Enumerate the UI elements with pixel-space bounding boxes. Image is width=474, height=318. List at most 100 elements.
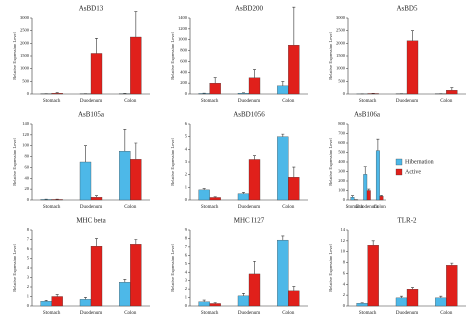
bar	[406, 40, 419, 95]
y-tick-label: 2000	[20, 40, 30, 45]
bar	[198, 301, 210, 307]
x-tick-label: Stomach	[346, 205, 364, 210]
y-tick-label: 10	[341, 249, 346, 254]
error-bar	[399, 295, 403, 298]
x-tick-label: Stomach	[359, 311, 377, 316]
x-tick-label: Colon	[282, 311, 295, 316]
error-bar	[95, 37, 99, 54]
x-tick-label: Colon	[124, 205, 137, 210]
error-bar	[450, 262, 454, 266]
error-bar	[213, 302, 217, 304]
y-tick-label: 3	[185, 278, 188, 283]
chart-title: AsBD5	[396, 5, 418, 13]
bar	[40, 199, 52, 201]
bar	[237, 193, 250, 201]
x-tick-label: Colon	[124, 311, 137, 316]
y-axis-label: Relative Expression Level	[328, 138, 333, 186]
y-tick-label: 60	[25, 164, 30, 169]
bar	[395, 297, 408, 307]
error-bar	[367, 188, 371, 191]
y-tick-label: 400	[180, 69, 188, 74]
bar	[79, 161, 92, 201]
y-tick-label: 5	[185, 261, 188, 266]
y-tick-label: 1000	[336, 66, 346, 71]
y-tick-label: 0	[343, 303, 346, 308]
error-bar	[379, 195, 383, 197]
x-tick-label: Duodenum	[238, 311, 260, 316]
y-tick-label: 3	[27, 275, 30, 280]
y-tick-label: 120	[22, 132, 30, 137]
bar	[209, 197, 221, 201]
error-bar	[55, 294, 59, 297]
x-tick-label: Duodenum	[238, 205, 260, 210]
bar	[375, 150, 380, 201]
bar	[446, 265, 458, 307]
y-tick-label: 500	[338, 78, 346, 83]
y-tick-label: 14	[341, 227, 346, 232]
chart-title: AsBD200	[235, 5, 264, 13]
y-axis-label: Relative Expression Level	[328, 244, 333, 292]
legend-label: Active	[405, 169, 421, 175]
y-tick-label: 800	[180, 48, 188, 53]
error-bar	[292, 286, 296, 291]
bar	[248, 159, 261, 201]
bar	[237, 295, 250, 307]
bar	[130, 244, 142, 307]
y-tick-label: 2500	[336, 28, 346, 33]
y-axis-label: Relative Expression Level	[328, 32, 333, 80]
chart-title: MHC beta	[76, 217, 106, 225]
bar	[79, 299, 92, 307]
y-tick-label: 2	[27, 284, 29, 289]
x-tick-label: Stomach	[43, 205, 61, 210]
y-tick-label: 80	[25, 154, 30, 159]
bar	[198, 93, 210, 95]
y-tick-label: 100	[338, 188, 346, 193]
x-tick-label: Duodenum	[80, 311, 102, 316]
y-tick-label: 0	[27, 197, 30, 202]
y-tick-label: 600	[180, 58, 188, 63]
bar	[248, 77, 261, 95]
error-bar	[281, 81, 285, 86]
y-axis-label: Relative Expression Level	[170, 138, 175, 186]
y-tick-label: 2000	[336, 40, 346, 45]
bar	[119, 150, 131, 201]
bar	[90, 245, 103, 307]
y-axis-label: Relative Expression Level	[170, 244, 175, 292]
y-tick-label: 40	[25, 175, 30, 180]
y-tick-label: 1	[185, 184, 187, 189]
y-tick-label: 5	[27, 256, 30, 261]
y-tick-label: 500	[338, 150, 346, 155]
x-tick-label: Stomach	[201, 99, 219, 104]
y-tick-label: 1	[185, 295, 187, 300]
bar	[51, 199, 63, 201]
error-bar	[202, 299, 206, 302]
legend-swatch	[395, 168, 403, 176]
y-tick-label: 500	[22, 78, 30, 83]
error-bar	[376, 138, 380, 151]
y-tick-label: 2	[185, 286, 187, 291]
bar	[288, 177, 300, 201]
x-tick-label: Duodenum	[80, 205, 102, 210]
y-tick-label: 7	[27, 237, 30, 242]
y-tick-label: 1400	[178, 15, 188, 20]
error-bar	[123, 129, 127, 152]
error-bar	[123, 279, 127, 283]
bar	[51, 93, 63, 95]
y-axis-label: Relative Expression Level	[12, 138, 17, 186]
y-tick-label: 6	[185, 252, 188, 257]
y-tick-label: 140	[22, 121, 30, 126]
error-bar	[371, 240, 375, 246]
x-tick-label: Duodenum	[238, 99, 260, 104]
x-tick-label: Colon	[374, 205, 387, 210]
bar	[367, 93, 379, 95]
y-axis-label: Relative Expression Level	[170, 32, 175, 80]
bar	[363, 174, 368, 201]
bar	[277, 239, 289, 307]
chart-title: TLR-2	[397, 217, 417, 225]
error-bar	[55, 92, 59, 94]
error-bar	[95, 238, 99, 247]
bar	[366, 190, 371, 201]
error-bar	[292, 6, 296, 46]
y-tick-label: 0	[343, 91, 346, 96]
